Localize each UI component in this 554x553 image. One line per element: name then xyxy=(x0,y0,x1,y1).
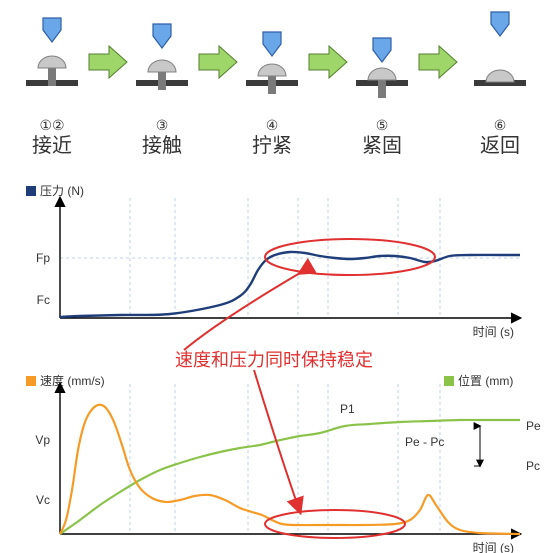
stage-label: 紧固 xyxy=(362,134,402,157)
x-axis-label: 时间 (s) xyxy=(473,325,514,339)
stage-icon xyxy=(26,18,78,86)
stage-label: 拧紧 xyxy=(252,134,292,157)
callout-arrow xyxy=(254,370,300,512)
y-tick-label-right: Pc xyxy=(526,459,540,473)
callout-arrow xyxy=(184,273,300,350)
position-series xyxy=(60,420,520,534)
stage-label: 返回 xyxy=(480,134,520,157)
stage-label: 接近 xyxy=(32,134,72,157)
y-tick-label-right: Pe xyxy=(526,419,541,433)
stage-arrow-icon xyxy=(419,46,457,78)
chart-annotation: P1 xyxy=(340,402,355,416)
chart-annotation: Pe - Pc xyxy=(405,435,444,449)
stage-label: 接触 xyxy=(142,134,182,157)
speed-legend: 速度 (mm/s) xyxy=(40,373,105,388)
y-tick-label: Fp xyxy=(36,251,50,265)
stage-number: ⑤ xyxy=(376,117,389,133)
stage-arrow-icon xyxy=(199,46,237,78)
pressure-legend: 压力 (N) xyxy=(40,184,84,198)
stage-number: ①② xyxy=(39,117,64,133)
stage-icon xyxy=(136,24,188,90)
stage-arrow-icon xyxy=(309,46,347,78)
stage-arrow-icon xyxy=(89,46,127,78)
stage-icon xyxy=(246,32,298,94)
dimension-bracket xyxy=(474,426,480,466)
y-tick-label: Vp xyxy=(35,433,50,447)
y-tick-label: Vc xyxy=(36,493,50,507)
y-tick-label: Fc xyxy=(37,293,50,307)
position-legend: 位置 (mm) xyxy=(458,373,513,388)
stage-number: ④ xyxy=(266,117,279,133)
legend-swatch xyxy=(26,376,36,386)
pressure-series xyxy=(60,252,520,317)
stage-icon xyxy=(474,12,526,86)
x-axis-label: 时间 (s) xyxy=(473,541,514,553)
stage-number: ③ xyxy=(156,117,169,133)
speed-series xyxy=(60,405,520,534)
legend-swatch xyxy=(444,376,454,386)
stage-icon xyxy=(356,38,408,98)
callout-text: 速度和压力同时保持稳定 xyxy=(175,350,373,370)
stage-number: ⑥ xyxy=(494,117,507,133)
legend-swatch xyxy=(26,186,36,196)
